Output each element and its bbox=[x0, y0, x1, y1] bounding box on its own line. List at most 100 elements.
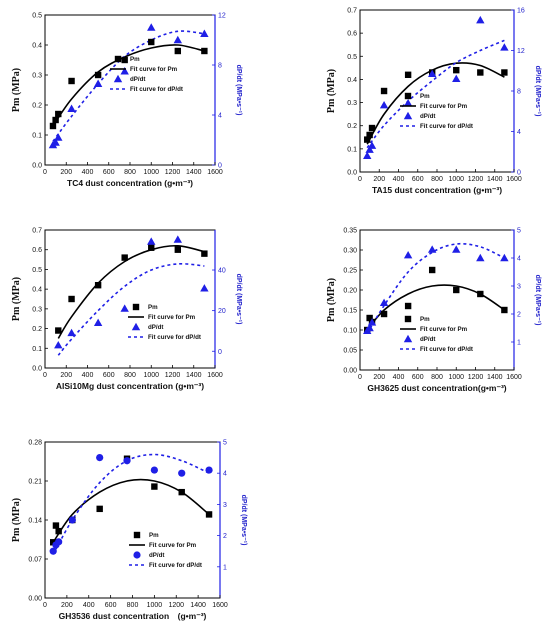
dpdt-point bbox=[427, 69, 437, 77]
x-tick-label: 0 bbox=[358, 176, 362, 183]
pm-point bbox=[428, 266, 436, 274]
x-tick-label: 1600 bbox=[207, 372, 223, 379]
y-tick-label: 0.05 bbox=[343, 348, 357, 355]
dpdt-point bbox=[379, 298, 389, 306]
x-tick-label: 1400 bbox=[186, 372, 202, 379]
y-tick-label: 0.4 bbox=[347, 77, 357, 84]
x-tick-label: 1000 bbox=[147, 602, 163, 609]
legend-pm-marker bbox=[132, 303, 140, 311]
y-tick-label: 0.28 bbox=[28, 440, 42, 447]
legend-pm-marker bbox=[133, 531, 141, 539]
pm-point bbox=[205, 511, 213, 518]
fit-curve-dpdt bbox=[52, 453, 210, 555]
x-axis-title: TA15 dust concentration (g•m⁻³) bbox=[372, 185, 502, 195]
y2-axis-title: dP/dt (MPa•s⁻¹) bbox=[240, 495, 247, 546]
x-tick-label: 1600 bbox=[207, 169, 223, 176]
y2-tick-label: 0 bbox=[517, 170, 521, 177]
y-tick-label: 0.10 bbox=[343, 328, 357, 335]
x-tick-label: 0 bbox=[43, 372, 47, 379]
pm-point bbox=[404, 302, 412, 310]
y2-tick-label: 0 bbox=[218, 163, 222, 170]
legend-label: Fit curve for dP/dt bbox=[420, 123, 473, 130]
dpdt-point bbox=[147, 23, 156, 31]
x-tick-label: 1000 bbox=[143, 169, 159, 176]
legend-label: dP/dt bbox=[420, 113, 435, 120]
dpdt-point bbox=[178, 469, 186, 477]
y-tick-label: 0.4 bbox=[32, 43, 42, 50]
dpdt-point bbox=[363, 151, 372, 159]
legend-label: Fit curve for Pm bbox=[420, 326, 468, 333]
dpdt-point bbox=[452, 74, 461, 83]
dpdt-point bbox=[365, 323, 374, 332]
chart-panel-1: 0 200 400 600 800 1000 1200 1400 1600 0.0 0.1 0.2 0.… bbox=[11, 13, 242, 189]
pm-point bbox=[68, 295, 75, 303]
x-tick-label: 800 bbox=[431, 176, 443, 183]
y2-axis-title: dP/dt (MPa•s⁻¹) bbox=[534, 275, 541, 326]
y-axis-title: Pm (MPa) bbox=[326, 278, 337, 322]
fit-curve-dpdt bbox=[366, 39, 505, 149]
y-tick-label: 0.07 bbox=[28, 557, 42, 564]
pm-point bbox=[404, 71, 412, 78]
dpdt-point bbox=[500, 253, 509, 262]
pm-point bbox=[121, 56, 128, 64]
dpdt-point bbox=[55, 538, 63, 546]
x-tick-label: 200 bbox=[373, 374, 385, 381]
y2-axis-title: dP/dt (MPa•s⁻¹) bbox=[235, 274, 242, 325]
pm-point bbox=[55, 110, 62, 118]
pm-point bbox=[501, 69, 508, 76]
dpdt-point bbox=[200, 29, 209, 37]
y2-tick-label: 4 bbox=[517, 256, 521, 263]
y-axis-title: Pm (MPa) bbox=[11, 68, 22, 112]
y-tick-label: 0.00 bbox=[343, 368, 357, 375]
pm-point bbox=[368, 124, 376, 132]
legend-label: Pm bbox=[420, 93, 430, 100]
y-axis-title: Pm (MPa) bbox=[11, 498, 22, 542]
y-tick-label: 0.15 bbox=[343, 308, 357, 315]
x-tick-label: 400 bbox=[82, 169, 94, 176]
legend-label: Fit curve for Pm bbox=[148, 314, 196, 321]
y2-tick-label: 8 bbox=[218, 63, 222, 70]
pm-point bbox=[96, 505, 103, 513]
pm-point bbox=[201, 250, 208, 257]
pm-point bbox=[501, 306, 508, 314]
pm-point bbox=[380, 310, 388, 318]
pm-point bbox=[366, 314, 373, 322]
y2-tick-label: 4 bbox=[223, 471, 227, 478]
y2-tick-label: 5 bbox=[223, 440, 227, 447]
y-tick-label: 0.3 bbox=[32, 306, 42, 313]
dpdt-point bbox=[379, 100, 389, 109]
x-tick-label: 0 bbox=[358, 374, 362, 381]
dpdt-point bbox=[367, 318, 377, 326]
dpdt-point bbox=[49, 547, 57, 555]
y-tick-label: 0.0 bbox=[32, 163, 42, 170]
dpdt-point bbox=[54, 340, 63, 349]
legend-dpdt-marker bbox=[131, 322, 141, 331]
legend-label: dP/dt bbox=[149, 552, 164, 559]
x-tick-label: 800 bbox=[431, 374, 443, 381]
dpdt-point bbox=[403, 98, 413, 107]
y-tick-label: 0.5 bbox=[347, 54, 357, 61]
x-tick-label: 1200 bbox=[165, 372, 181, 379]
pm-point bbox=[50, 539, 57, 546]
fit-curve-pm bbox=[52, 478, 210, 543]
y2-tick-label: 1 bbox=[223, 564, 227, 571]
dpdt-point bbox=[200, 284, 209, 292]
y2-axis-title: dP/dt (MPa•s⁻¹) bbox=[534, 66, 541, 117]
x-tick-label: 200 bbox=[373, 176, 385, 183]
dpdt-point bbox=[67, 104, 76, 112]
x-tick-label: 0 bbox=[43, 602, 47, 609]
y-tick-label: 0.6 bbox=[32, 247, 42, 254]
pm-point bbox=[477, 290, 484, 298]
dpdt-point bbox=[67, 328, 76, 337]
chart-panel-5: 0 200 400 600 800 1000 1200 1400 1600 0.00 0.07 0.1… bbox=[11, 440, 247, 622]
x-tick-label: 600 bbox=[412, 374, 424, 381]
y2-tick-label: 2 bbox=[517, 312, 521, 319]
legend-label: dP/dt bbox=[420, 336, 435, 343]
y2-tick-label: 3 bbox=[223, 502, 227, 509]
dpdt-point bbox=[54, 133, 63, 141]
pm-point bbox=[364, 136, 371, 143]
dpdt-point bbox=[51, 138, 60, 146]
y2-tick-label: 40 bbox=[218, 268, 226, 275]
y2-tick-label: 16 bbox=[517, 8, 525, 15]
